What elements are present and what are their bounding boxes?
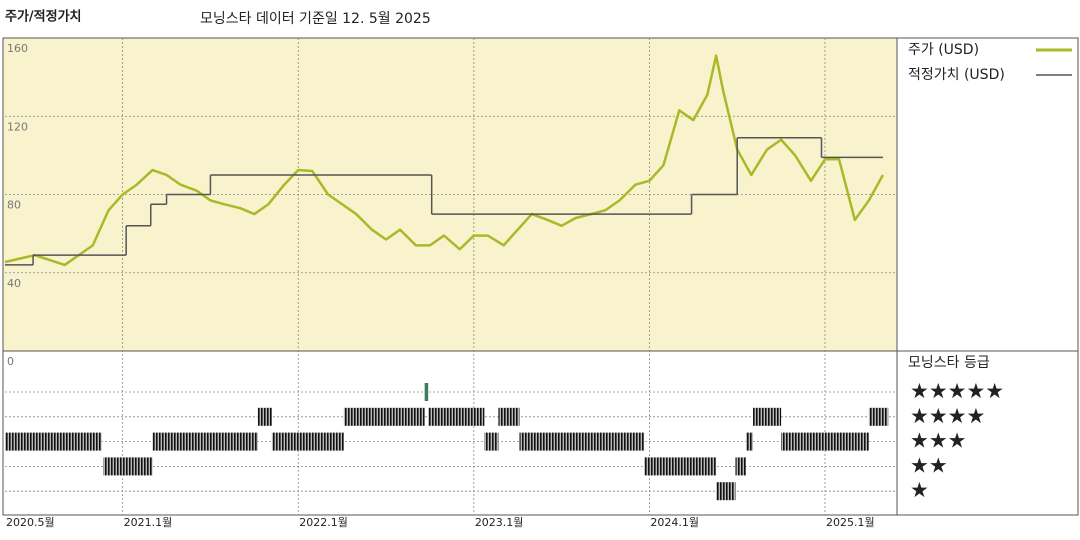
y-tick-label: 120 [7, 120, 28, 133]
rating-bar [257, 407, 272, 426]
rating-bar [498, 407, 520, 426]
rating-bar [484, 432, 499, 451]
rating-level: ★★ [910, 453, 948, 477]
subtitle: 모닝스타 데이터 기준일 12. 5월 2025 [200, 11, 431, 27]
rating-bar [868, 407, 889, 426]
plot: 0 40 80 120 160 2020.5월 2021.1월 2022.1월 2023.1월 2… [4, 38, 1072, 529]
legend-label: 적정가치 (USD) [908, 67, 1005, 83]
rating-bar [5, 432, 102, 451]
x-tick-label: 2020.5월 [6, 516, 55, 529]
rating-bar [428, 407, 485, 426]
y-tick-label: 160 [7, 42, 28, 55]
price-line [4, 54, 885, 267]
title: 주가/적정가치 [5, 9, 82, 25]
legend-label: 주가 (USD) [908, 42, 979, 58]
y-tick-label: 80 [7, 199, 21, 212]
x-tick-label: 2025.1월 [826, 516, 875, 529]
rating-bar [519, 432, 645, 451]
y-tick-label: 0 [7, 355, 14, 368]
y-tick-label: 40 [7, 277, 21, 290]
rating-title: 모닝스타 등급 [908, 355, 990, 371]
x-tick-label: 2022.1월 [299, 516, 348, 529]
rating-bar [103, 457, 153, 476]
rating-bar [745, 432, 754, 451]
rating-bar [716, 482, 736, 501]
rating-level: ★ [910, 478, 929, 502]
rating-bar [644, 457, 717, 476]
rating-bar [152, 432, 258, 451]
rating-bar [753, 407, 782, 426]
rating-level: ★★★★★ [910, 379, 1004, 403]
rating-bar [424, 383, 429, 401]
rating-bar [735, 457, 746, 476]
x-tick-label: 2024.1월 [650, 516, 699, 529]
rating-bar [271, 432, 344, 451]
x-tick-label: 2023.1월 [475, 516, 524, 529]
frame [2, 37, 1079, 516]
rating-level: ★★★ [910, 429, 966, 453]
rating-level: ★★★★ [910, 404, 985, 428]
rating-bar [781, 432, 869, 451]
rating-bar [343, 407, 425, 426]
x-tick-label: 2021.1월 [124, 516, 173, 529]
